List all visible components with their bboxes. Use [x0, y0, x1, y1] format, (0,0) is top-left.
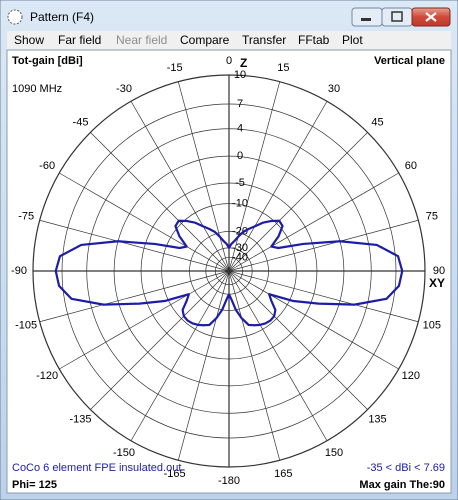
xy-axis-label: XY — [429, 276, 445, 290]
gain-tick-label: 10 — [234, 69, 246, 81]
grid-spoke — [228, 101, 328, 272]
range-label: -35 < dBi < 7.69 — [367, 462, 445, 474]
angle-tick-label: -135 — [69, 413, 91, 425]
pattern-line — [54, 219, 404, 327]
polar-chart: -180-165-150-135-120-105-90-75-60-45-30-… — [11, 55, 445, 487]
angle-tick-label: 90 — [433, 265, 445, 277]
angle-tick-label: -90 — [11, 265, 27, 277]
angle-tick-label: -180 — [218, 475, 240, 487]
angle-tick-label: 105 — [423, 319, 441, 331]
angle-tick-label: -120 — [36, 370, 58, 382]
grid-spoke — [228, 81, 281, 272]
grid-spoke — [177, 270, 230, 461]
gain-tick-label: -20 — [232, 225, 248, 237]
grid-spoke — [228, 270, 328, 441]
menu-item[interactable]: Show — [14, 33, 44, 47]
angle-tick-label: -150 — [113, 447, 135, 459]
gain-tick-label: -30 — [232, 242, 248, 254]
grid-spoke — [228, 270, 281, 461]
menu-item[interactable]: Far field — [58, 33, 101, 47]
grid-spoke — [39, 219, 230, 272]
angle-tick-label: 150 — [325, 447, 343, 459]
angle-tick-label: -15 — [167, 62, 183, 74]
gain-tick-label: -5 — [235, 177, 245, 189]
angle-tick-label: 120 — [402, 370, 420, 382]
grid-spoke — [228, 270, 399, 370]
menu-item[interactable]: Transfer — [242, 33, 286, 47]
app-icon — [7, 9, 23, 25]
gain-tick-label: 0 — [237, 150, 243, 162]
menu-bar — [7, 31, 451, 50]
grid-spoke — [90, 270, 230, 410]
minimize-button[interactable] — [351, 7, 383, 27]
menu-item[interactable]: Compare — [180, 33, 230, 47]
angle-tick-label: 30 — [328, 83, 340, 95]
grid-spoke — [39, 270, 230, 323]
chart-subtitle: Vertical plane — [374, 55, 445, 67]
angle-tick-label: 60 — [405, 160, 417, 172]
gain-tick-label: -10 — [232, 198, 248, 210]
legend-entry: CoCo 6 element FPE insulated.out — [12, 462, 181, 474]
angle-tick-label: 15 — [277, 62, 289, 74]
gain-tick-label: -40 — [232, 251, 248, 263]
angle-tick-label: -75 — [18, 211, 34, 223]
menu-item[interactable]: Plot — [342, 33, 363, 47]
menu-item[interactable]: FFtab — [298, 33, 330, 47]
menu: Show Far field Near field Compare Transfer FF… — [14, 33, 363, 47]
window-title: Pattern (F4) — [30, 10, 94, 24]
angle-tick-label: -165 — [164, 468, 186, 480]
grid-spoke — [130, 101, 230, 272]
grid-spoke — [177, 81, 230, 272]
angle-tick-label: 75 — [426, 211, 438, 223]
angle-tick-label: 165 — [274, 468, 292, 480]
minimize-icon — [361, 18, 371, 21]
phi-label: Phi= 125 — [12, 479, 57, 491]
angle-tick-label: -45 — [73, 116, 89, 128]
menu-item[interactable]: Near field — [116, 33, 167, 47]
frequency-label: 1090 MHz — [12, 83, 62, 95]
angle-tick-label: -60 — [39, 160, 55, 172]
angle-tick-label: -105 — [15, 319, 37, 331]
grid-spoke — [90, 132, 230, 272]
grid-spoke — [228, 172, 399, 272]
maximize-button[interactable] — [381, 7, 413, 27]
angle-tick-label: 135 — [368, 413, 386, 425]
gain-tick-label: 7 — [237, 98, 243, 110]
grid-spoke — [228, 270, 419, 323]
grid-spoke — [59, 172, 230, 272]
angle-tick-label: 0 — [226, 55, 232, 67]
grid-spoke — [228, 219, 419, 272]
z-axis-label: Z — [240, 56, 247, 70]
close-icon — [425, 12, 437, 22]
grid-spoke — [130, 270, 230, 441]
angle-tick-label: 45 — [371, 116, 383, 128]
grid-spoke — [59, 270, 230, 370]
maximize-icon — [391, 11, 403, 22]
gain-tick-label: 4 — [237, 123, 243, 135]
grid-spoke — [228, 270, 368, 410]
chart-title: Tot-gain [dBi] — [12, 55, 83, 67]
max-gain-label: Max gain The:90 — [359, 479, 445, 491]
grid-spoke — [228, 132, 368, 272]
angle-tick-label: -30 — [116, 83, 132, 95]
